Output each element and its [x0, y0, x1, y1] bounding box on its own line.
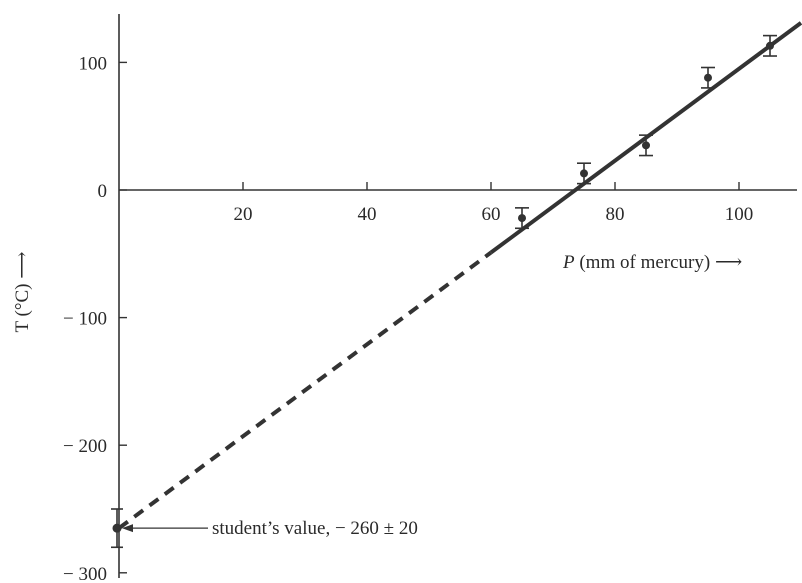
x-tick-label: 20 [234, 204, 253, 225]
data-points [515, 34, 777, 230]
fit-line-extrapolated [117, 250, 493, 530]
data-point [642, 141, 650, 150]
x-axis-units: (mm of mercury) ⟶ [575, 252, 743, 273]
annotation: student’s value, − 260 ± 20 [122, 518, 418, 539]
y-tick-label: − 300 [63, 564, 107, 583]
extrapolated-point [111, 508, 123, 549]
x-tick-label: 100 [725, 204, 754, 225]
data-point [518, 214, 526, 223]
y-tick-label: − 200 [63, 436, 107, 457]
y-tick-label: − 100 [63, 309, 107, 330]
data-point [704, 73, 712, 82]
y-tick-label: 0 [98, 181, 108, 202]
x-tick-label: 60 [482, 204, 501, 225]
y-tick-label: 100 [79, 53, 108, 74]
x-ticks: 20 40 60 80 100 [234, 182, 754, 225]
y-axis-title: T (°C) ⟶ [12, 252, 33, 333]
extrapolated-point-marker [112, 523, 122, 533]
annotation-text: student’s value, − 260 ± 20 [212, 518, 418, 539]
x-tick-label: 80 [606, 204, 625, 225]
y-ticks: 100 0 − 100 − 200 − 300 [63, 53, 127, 583]
x-tick-label: 40 [358, 204, 377, 225]
data-point [766, 41, 774, 50]
annotation-arrow-head [122, 524, 133, 533]
x-axis-title: P (mm of mercury) ⟶ [562, 252, 742, 273]
data-point [580, 169, 588, 178]
x-axis-variable: P [562, 252, 575, 273]
axes [118, 14, 797, 578]
